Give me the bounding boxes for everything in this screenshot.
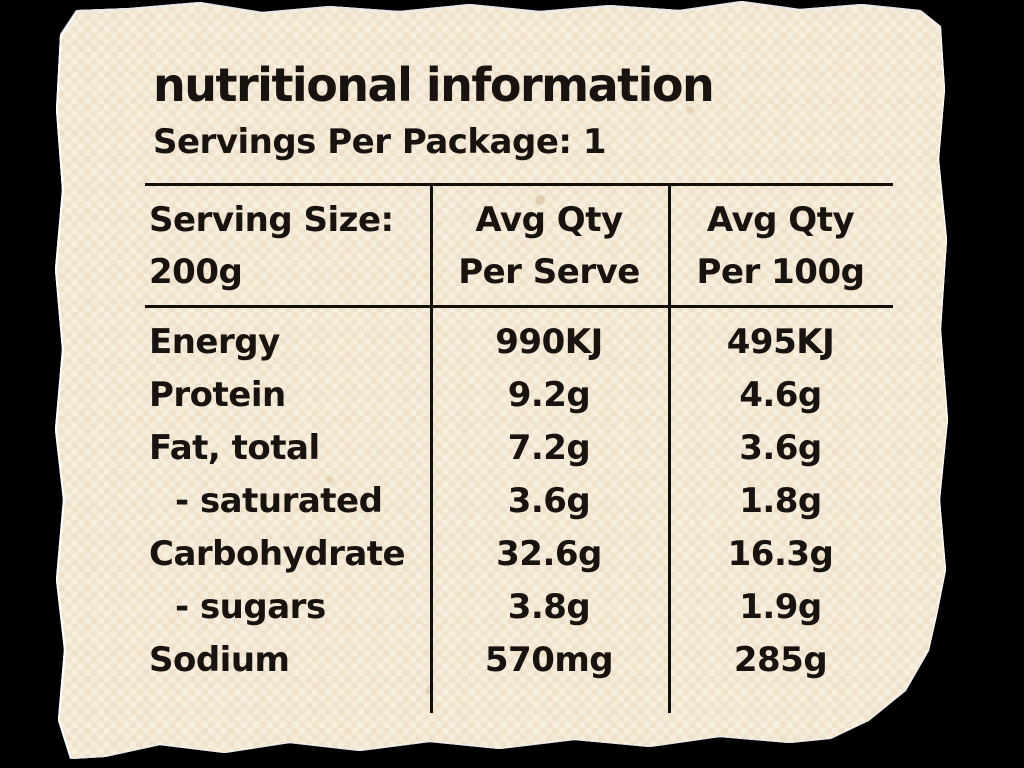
- servings-per-package: Servings Per Package: 1: [153, 122, 606, 162]
- column-divider-1: [430, 183, 433, 713]
- nutrient-name: Carbohydrate: [149, 534, 406, 574]
- nutrition-table: Serving Size: 200g Avg Qty Per Serve Avg…: [145, 183, 893, 713]
- nutrient-name: - sugars: [175, 587, 326, 627]
- table-row-protein: Protein 9.2g 4.6g: [145, 369, 893, 422]
- table-row-fat-total: Fat, total 7.2g 3.6g: [145, 422, 893, 475]
- value-per-serve: 990KJ: [495, 322, 603, 362]
- value-per-100g: 1.9g: [739, 587, 822, 627]
- table-row-carbohydrate: Carbohydrate 32.6g 16.3g: [145, 528, 893, 581]
- header-serving-size: Serving Size: 200g: [145, 194, 430, 298]
- value-per-100g: 1.8g: [739, 481, 822, 521]
- nutrient-name: Energy: [149, 322, 280, 362]
- table-header-row: Serving Size: 200g Avg Qty Per Serve Avg…: [145, 186, 893, 305]
- nutrient-name: Protein: [149, 375, 286, 415]
- value-per-100g: 495KJ: [726, 322, 835, 362]
- value-per-100g: 285g: [733, 640, 828, 680]
- value-per-100g: 16.3g: [727, 534, 834, 574]
- header-per-100g-line1: Avg Qty: [706, 199, 855, 240]
- header-serving-size-line2: 200g: [149, 251, 243, 292]
- label-title: nutritional information: [153, 58, 715, 112]
- nutrient-name: Sodium: [149, 640, 290, 680]
- table-top-rule: [145, 183, 893, 186]
- value-per-serve: 570mg: [484, 640, 614, 680]
- value-per-serve: 7.2g: [507, 428, 591, 468]
- nutrient-name: - saturated: [175, 481, 383, 521]
- table-row-energy: Energy 990KJ 495KJ: [145, 316, 893, 369]
- table-row-sugars: - sugars 3.8g 1.9g: [145, 581, 893, 634]
- value-per-serve: 9.2g: [507, 375, 591, 415]
- value-per-serve: 32.6g: [496, 534, 602, 574]
- header-avg-qty-per-100g: Avg Qty Per 100g: [668, 194, 893, 298]
- header-per-serve-line1: Avg Qty: [475, 199, 623, 240]
- table-row-saturated: - saturated 3.6g 1.8g: [145, 475, 893, 528]
- value-per-serve: 3.8g: [507, 587, 591, 627]
- value-per-100g: 4.6g: [739, 375, 822, 415]
- table-row-sodium: Sodium 570mg 285g: [145, 634, 893, 687]
- nutrient-name: Fat, total: [149, 428, 320, 468]
- value-per-100g: 3.6g: [739, 428, 822, 468]
- value-per-serve: 3.6g: [507, 481, 591, 521]
- header-per-100g-line2: Per 100g: [696, 251, 865, 292]
- table-header-rule: [145, 305, 893, 308]
- header-serving-size-line1: Serving Size:: [149, 199, 394, 240]
- column-divider-2: [668, 183, 671, 713]
- table-body: Energy 990KJ 495KJ Protein 9.2g 4.6g Fat…: [145, 308, 893, 713]
- header-avg-qty-per-serve: Avg Qty Per Serve: [430, 194, 668, 298]
- header-per-serve-line2: Per Serve: [458, 251, 640, 292]
